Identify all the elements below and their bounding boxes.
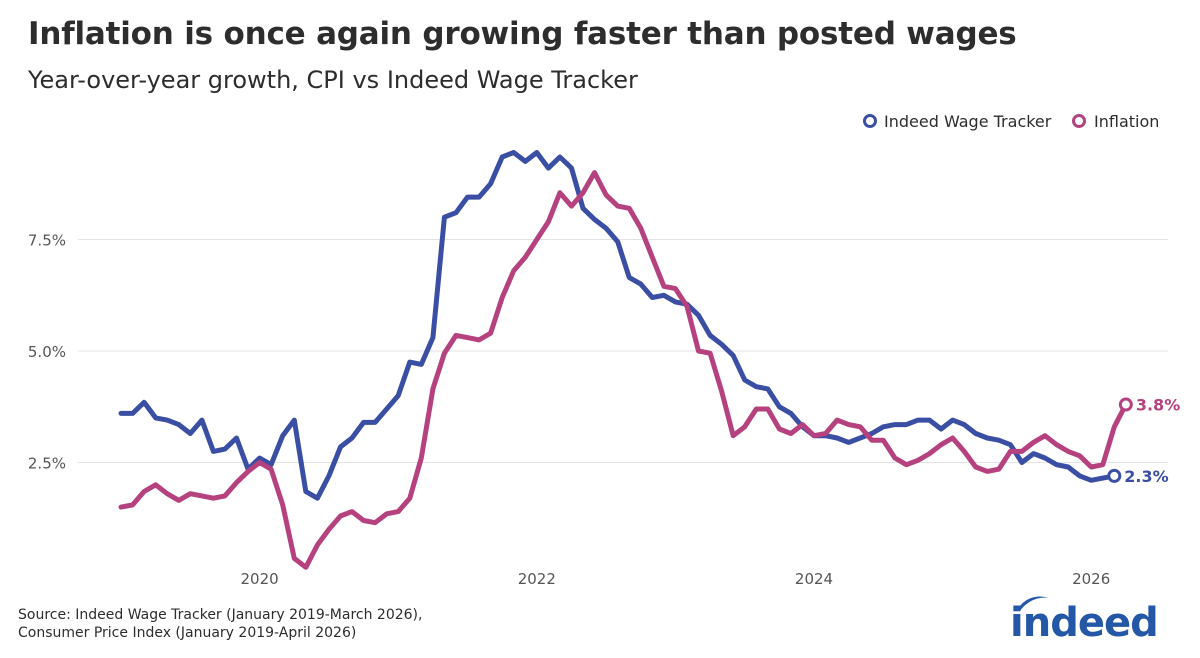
- legend-label-wage: Indeed Wage Tracker: [884, 112, 1052, 131]
- chart-subtitle: Year-over-year growth, CPI vs Indeed Wag…: [28, 66, 638, 94]
- end-label-inflation: 3.8%: [1136, 396, 1180, 415]
- x-tick-label: 2024: [795, 570, 833, 588]
- legend-marker-inflation: [1072, 114, 1086, 128]
- end-point-inflation: [1118, 397, 1133, 412]
- grid-lines: [78, 239, 1168, 463]
- end-point-wage: [1107, 468, 1122, 483]
- y-tick-label: 2.5%: [28, 455, 66, 473]
- series-lines: [118, 150, 1129, 570]
- source-line-2: Consumer Price Index (January 2019-April…: [18, 625, 357, 641]
- legend-marker-wage: [863, 114, 877, 128]
- x-tick-label: 2026: [1072, 570, 1110, 588]
- source-line-1: Source: Indeed Wage Tracker (January 201…: [18, 607, 423, 623]
- end-labels: 2.3% 3.8%: [1107, 396, 1180, 486]
- end-label-wage: 2.3%: [1124, 467, 1168, 486]
- series-line-inflation: [118, 170, 1129, 570]
- source-note: Source: Indeed Wage Tracker (January 201…: [18, 606, 422, 642]
- x-tick-label: 2022: [518, 570, 556, 588]
- line-chart: 2.5% 5.0% 7.5% 2020 2022 2024 2026 Indeed Wag…: [28, 112, 1180, 588]
- legend: Indeed Wage Tracker Inflation: [863, 112, 1159, 131]
- y-tick-label: 7.5%: [28, 232, 66, 250]
- series-line-wage: [118, 150, 1117, 501]
- legend-label-inflation: Inflation: [1094, 112, 1159, 131]
- x-tick-label: 2020: [241, 570, 279, 588]
- chart-title: Inflation is once again growing faster t…: [28, 16, 1017, 52]
- x-axis: 2020 2022 2024 2026: [241, 570, 1111, 588]
- logo-wordmark: indeed: [1010, 600, 1158, 644]
- indeed-logo: indeed: [1010, 596, 1159, 644]
- y-tick-label: 5.0%: [28, 343, 66, 361]
- y-axis: 2.5% 5.0% 7.5%: [28, 232, 66, 473]
- logo-swoosh: [1018, 596, 1048, 611]
